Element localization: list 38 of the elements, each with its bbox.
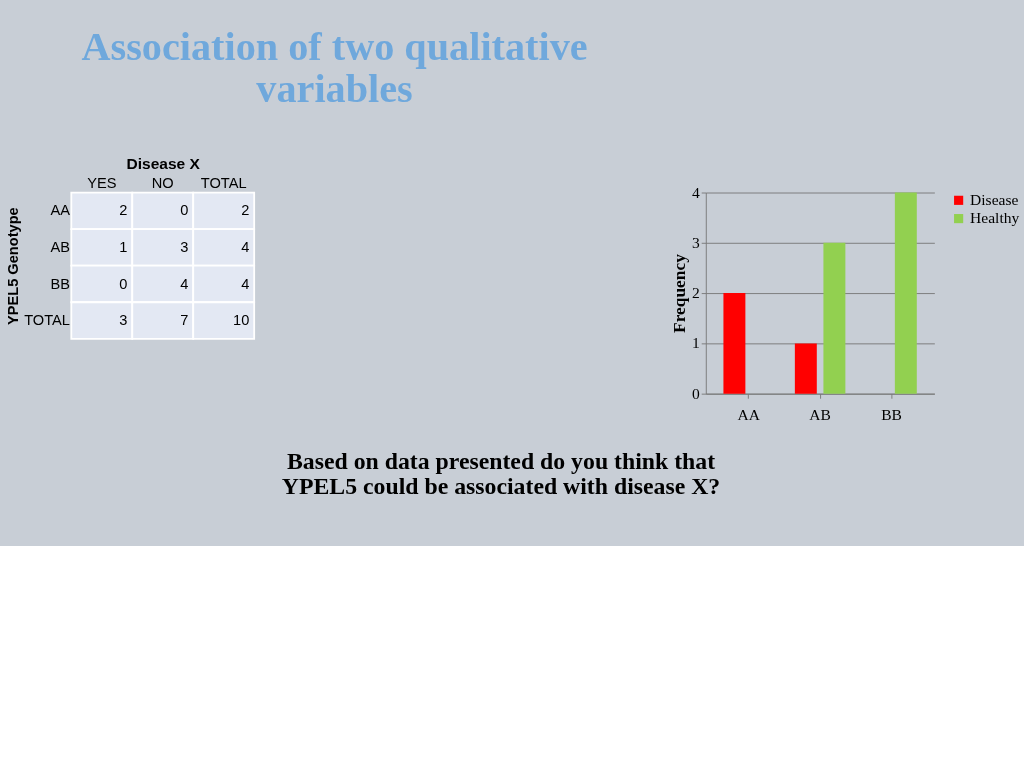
y-tick-label: 1 — [692, 334, 700, 352]
chart-title: Association of two qualitative variables — [81, 23, 588, 112]
y-tick-label: 3 — [692, 233, 701, 251]
x-tick-label: AA — [737, 405, 761, 423]
x-tick-label: YES — [87, 175, 117, 192]
data-label: 7 — [180, 312, 189, 329]
y-tick-label: AB — [50, 238, 70, 255]
bar — [794, 343, 817, 394]
x-tick-label: NO — [151, 175, 174, 192]
chart-subtitle: Disease X — [126, 155, 201, 173]
y-axis-title: YPEL5 Genotype — [4, 207, 21, 325]
x-tick-label: BB — [881, 405, 902, 423]
data-label: 0 — [180, 202, 189, 219]
y-tick-label: BB — [50, 275, 70, 292]
legend-label: Healthy — [970, 209, 1020, 227]
bar — [823, 242, 846, 394]
data-label: 10 — [233, 312, 250, 329]
data-label: 3 — [119, 312, 128, 329]
y-tick-label: 4 — [692, 183, 701, 201]
x-tick-label: AB — [809, 405, 831, 423]
y-tick-label: 2 — [692, 284, 700, 302]
data-label: 0 — [119, 275, 128, 292]
data-label: 3 — [180, 238, 189, 255]
x-tick-label: TOTAL — [200, 175, 247, 192]
y-tick-label: AA — [50, 202, 71, 219]
bar — [723, 293, 746, 394]
data-label: 4 — [241, 275, 250, 292]
data-label: 4 — [180, 275, 189, 292]
bar — [894, 192, 917, 394]
legend-label: Disease — [970, 190, 1019, 208]
y-tick-label: 0 — [692, 384, 701, 402]
data-label: 1 — [119, 238, 128, 255]
data-label: 2 — [119, 202, 128, 219]
y-tick-label: TOTAL — [24, 312, 70, 329]
y-axis-title: Frequency — [669, 253, 689, 333]
text: Based on data presented do you think that YPEL5 could be associated with disease X? — [281, 447, 721, 500]
data-label: 2 — [241, 202, 250, 219]
data-label: 4 — [241, 238, 250, 255]
